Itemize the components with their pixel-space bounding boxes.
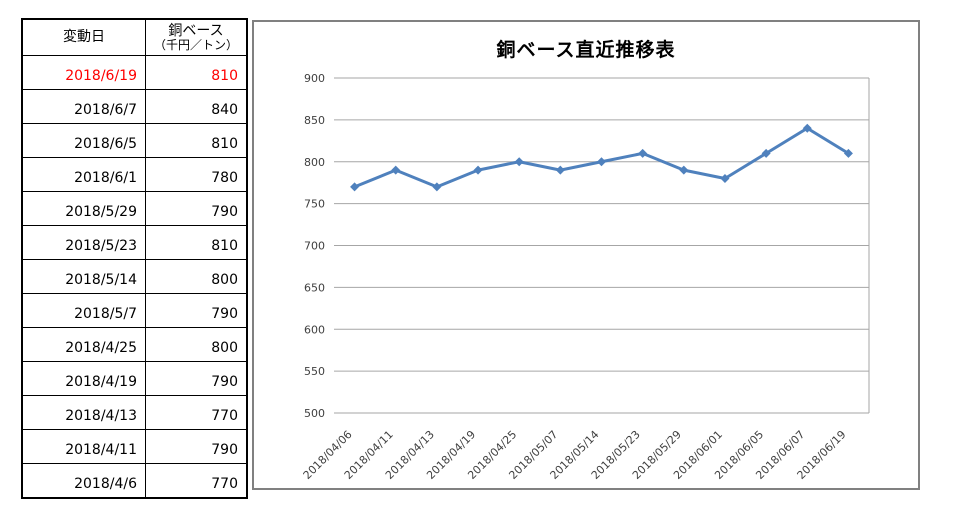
date-cell[interactable]: 2018/6/7: [21, 89, 146, 124]
value-cell[interactable]: 790: [145, 191, 248, 226]
data-point-marker: [802, 123, 812, 133]
chart-title: 銅ベース直近推移表: [496, 39, 676, 61]
data-point-marker: [638, 148, 648, 158]
copper-price-chart[interactable]: 銅ベース直近推移表 900 850 800 750 700 650 600 550 500 201…: [252, 20, 920, 490]
table-header-row: 変動日 銅ベース （千円／トン）: [21, 18, 248, 56]
y-axis-tick-label: 650: [304, 281, 325, 294]
date-cell[interactable]: 2018/6/19: [21, 55, 146, 90]
table-row: 2018/5/7 790: [21, 293, 248, 328]
line-chart-svg: 9008508007507006506005505002018/04/06201…: [301, 72, 870, 482]
table-row: 2018/4/6 770: [21, 463, 248, 498]
y-axis-tick-label: 700: [304, 240, 325, 253]
data-point-marker: [843, 148, 853, 158]
data-point-marker: [761, 148, 771, 158]
data-point-marker: [555, 165, 565, 175]
date-cell[interactable]: 2018/4/13: [21, 395, 146, 430]
y-axis-tick-label: 600: [304, 323, 325, 336]
date-cell[interactable]: 2018/4/25: [21, 327, 146, 362]
y-axis-tick-label: 800: [304, 156, 325, 169]
value-cell[interactable]: 810: [145, 225, 248, 260]
table-row: 2018/5/14 800: [21, 259, 248, 294]
table-row: 2018/6/19 810: [21, 55, 248, 90]
table-row: 2018/4/19 790: [21, 361, 248, 396]
table-row: 2018/6/1 780: [21, 157, 248, 192]
date-cell[interactable]: 2018/6/5: [21, 123, 146, 158]
y-axis-tick-label: 900: [304, 72, 325, 85]
table-row: 2018/5/23 810: [21, 225, 248, 260]
value-header-line1: 銅ベース: [168, 22, 224, 39]
table-row: 2018/5/29 790: [21, 191, 248, 226]
data-point-marker: [720, 174, 730, 183]
date-cell[interactable]: 2018/4/6: [21, 463, 146, 498]
y-axis-tick-label: 550: [304, 365, 325, 378]
data-point-marker: [679, 165, 689, 175]
value-cell[interactable]: 790: [145, 293, 248, 328]
value-cell[interactable]: 790: [145, 361, 248, 396]
date-column-header[interactable]: 変動日: [21, 18, 146, 56]
value-cell[interactable]: 770: [145, 395, 248, 430]
date-cell[interactable]: 2018/5/23: [21, 225, 146, 260]
date-cell[interactable]: 2018/6/1: [21, 157, 146, 192]
data-point-marker: [514, 157, 524, 167]
value-cell[interactable]: 840: [145, 89, 248, 124]
value-cell[interactable]: 790: [145, 429, 248, 464]
date-cell[interactable]: 2018/5/14: [21, 259, 146, 294]
date-cell[interactable]: 2018/4/11: [21, 429, 146, 464]
data-point-marker: [597, 157, 606, 167]
table-row: 2018/6/5 810: [21, 123, 248, 158]
price-table: 変動日 銅ベース （千円／トン） 2018/6/19 810 2018/6/7 840…: [21, 18, 248, 499]
y-axis-tick-label: 850: [304, 114, 325, 127]
table-row: 2018/6/7 840: [21, 89, 248, 124]
data-point-marker: [391, 165, 401, 175]
value-cell[interactable]: 810: [145, 123, 248, 158]
value-column-header[interactable]: 銅ベース （千円／トン）: [145, 18, 248, 56]
date-cell[interactable]: 2018/4/19: [21, 361, 146, 396]
data-point-marker: [432, 182, 442, 192]
data-point-marker: [350, 182, 360, 192]
date-cell[interactable]: 2018/5/29: [21, 191, 146, 226]
value-cell[interactable]: 800: [145, 259, 248, 294]
value-header-line2: （千円／トン）: [153, 37, 238, 52]
y-axis-tick-label: 750: [304, 198, 325, 211]
table-row: 2018/4/25 800: [21, 327, 248, 362]
y-axis-tick-label: 500: [304, 407, 325, 420]
value-cell[interactable]: 810: [145, 55, 248, 90]
date-cell[interactable]: 2018/5/7: [21, 293, 146, 328]
table-row: 2018/4/13 770: [21, 395, 248, 430]
table-row: 2018/4/11 790: [21, 429, 248, 464]
value-cell[interactable]: 770: [145, 463, 248, 498]
data-point-marker: [473, 165, 483, 175]
value-cell[interactable]: 780: [145, 157, 248, 192]
value-cell[interactable]: 800: [145, 327, 248, 362]
